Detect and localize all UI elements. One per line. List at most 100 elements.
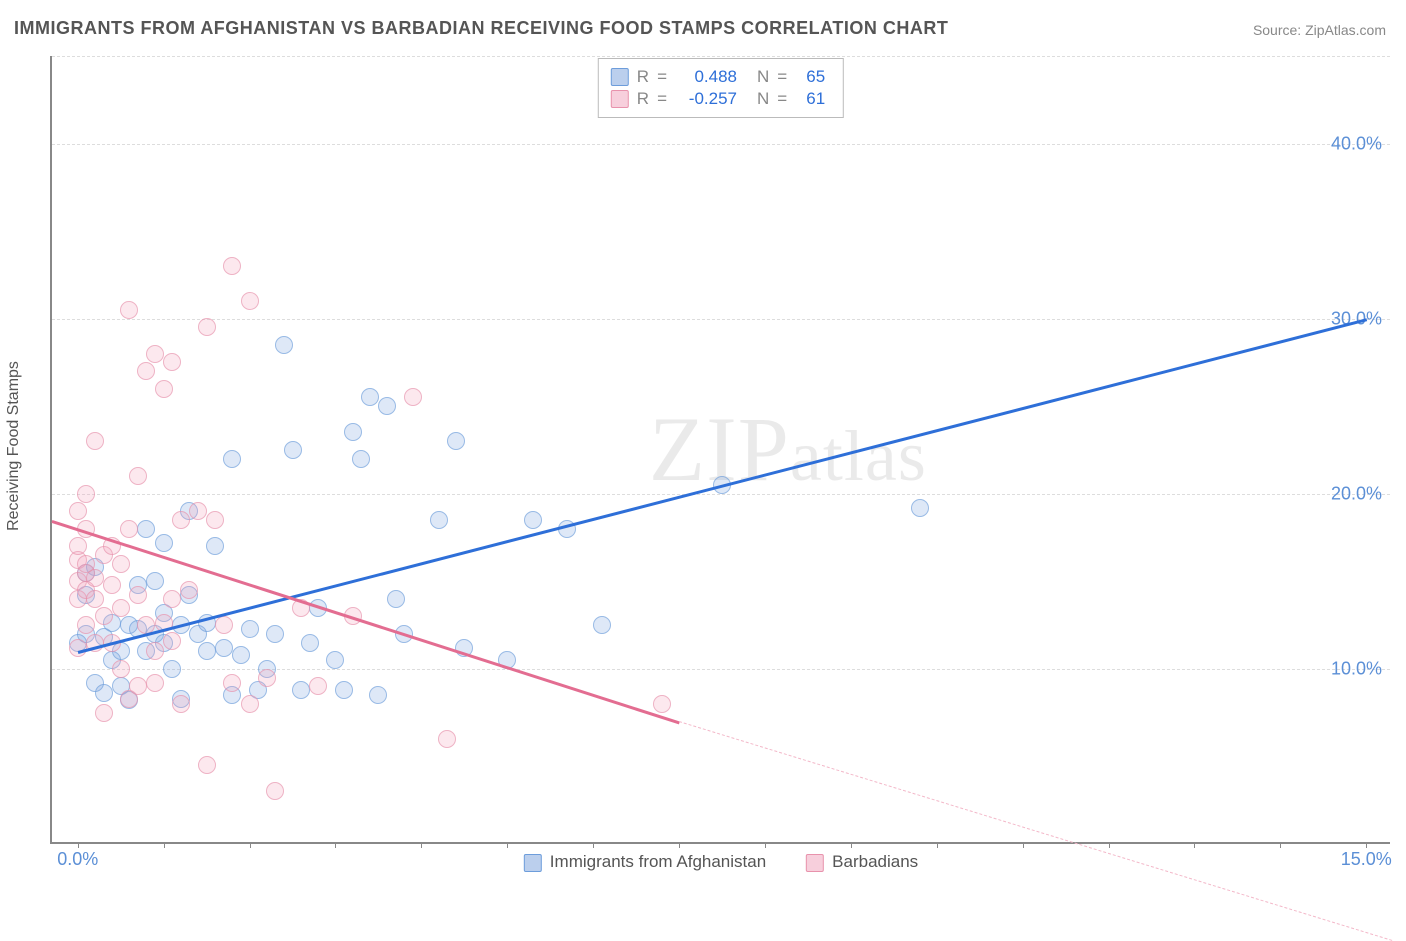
scatter-point (241, 695, 259, 713)
scatter-point (103, 576, 121, 594)
scatter-point (112, 660, 130, 678)
scatter-point (155, 534, 173, 552)
x-tick-mark (1280, 842, 1281, 848)
scatter-point (258, 669, 276, 687)
stats-n-value-2: 61 (795, 89, 825, 109)
stats-row-series1: R = 0.488 N = 65 (611, 67, 825, 87)
legend-swatch-pink (806, 854, 824, 872)
stats-r-label: R (637, 89, 649, 109)
scatter-point (163, 353, 181, 371)
x-tick-mark (1366, 842, 1367, 848)
scatter-point (77, 616, 95, 634)
source-link[interactable]: ZipAtlas.com (1305, 22, 1386, 38)
scatter-point (86, 569, 104, 587)
scatter-point (146, 642, 164, 660)
scatter-point (172, 695, 190, 713)
scatter-point (198, 756, 216, 774)
scatter-point (69, 502, 87, 520)
scatter-point (241, 292, 259, 310)
chart-title: IMMIGRANTS FROM AFGHANISTAN VS BARBADIAN… (14, 18, 948, 39)
scatter-point (292, 681, 310, 699)
stats-n-label: N (757, 89, 769, 109)
scatter-point (524, 511, 542, 529)
scatter-point (344, 423, 362, 441)
scatter-point (146, 572, 164, 590)
chart-container: IMMIGRANTS FROM AFGHANISTAN VS BARBADIAN… (0, 0, 1406, 892)
scatter-point (438, 730, 456, 748)
scatter-point (335, 681, 353, 699)
regression-line (77, 319, 1366, 654)
scatter-point (86, 432, 104, 450)
scatter-point (378, 397, 396, 415)
scatter-point (163, 632, 181, 650)
scatter-point (112, 555, 130, 573)
scatter-point (163, 590, 181, 608)
x-tick-label: 0.0% (57, 849, 98, 870)
scatter-point (198, 318, 216, 336)
legend: Immigrants from Afghanistan Barbadians (524, 852, 918, 872)
scatter-point (911, 499, 929, 517)
x-tick-label: 15.0% (1341, 849, 1392, 870)
y-tick-label: 40.0% (1331, 133, 1382, 154)
gridline (52, 144, 1390, 145)
stats-n-value-1: 65 (795, 67, 825, 87)
gridline (52, 669, 1390, 670)
x-tick-mark (78, 842, 79, 848)
scatter-point (653, 695, 671, 713)
x-tick-mark (1109, 842, 1110, 848)
scatter-point (137, 520, 155, 538)
source-attribution: Source: ZipAtlas.com (1253, 22, 1386, 38)
scatter-point (95, 684, 113, 702)
x-tick-mark (1023, 842, 1024, 848)
stats-eq: = (657, 67, 667, 87)
scatter-point (275, 336, 293, 354)
scatter-point (146, 674, 164, 692)
scatter-point (369, 686, 387, 704)
scatter-point (447, 432, 465, 450)
scatter-point (112, 599, 130, 617)
gridline (52, 56, 1390, 57)
scatter-point (266, 625, 284, 643)
gridline (52, 319, 1390, 320)
plot-area: ZIPatlas R = 0.488 N = 65 R = -0.257 N =… (50, 56, 1390, 844)
scatter-point (69, 639, 87, 657)
x-tick-mark (335, 842, 336, 848)
stats-eq: = (777, 67, 787, 87)
stats-n-label: N (757, 67, 769, 87)
scatter-point (129, 677, 147, 695)
legend-swatch-blue (524, 854, 542, 872)
source-prefix: Source: (1253, 22, 1305, 38)
legend-item-2: Barbadians (806, 852, 918, 872)
legend-label-2: Barbadians (832, 852, 918, 871)
x-tick-mark (1194, 842, 1195, 848)
scatter-point (129, 586, 147, 604)
scatter-point (404, 388, 422, 406)
scatter-point (387, 590, 405, 608)
x-tick-mark (507, 842, 508, 848)
scatter-point (223, 450, 241, 468)
scatter-point (223, 674, 241, 692)
scatter-point (241, 620, 259, 638)
watermark: ZIPatlas (649, 396, 927, 502)
stats-swatch-blue (611, 68, 629, 86)
scatter-point (95, 607, 113, 625)
y-tick-label: 20.0% (1331, 483, 1382, 504)
scatter-point (301, 634, 319, 652)
x-tick-mark (593, 842, 594, 848)
scatter-point (120, 301, 138, 319)
y-tick-label: 10.0% (1331, 658, 1382, 679)
scatter-point (137, 362, 155, 380)
stats-eq: = (657, 89, 667, 109)
scatter-point (189, 502, 207, 520)
stats-r-label: R (637, 67, 649, 87)
scatter-point (206, 537, 224, 555)
scatter-point (430, 511, 448, 529)
x-tick-mark (250, 842, 251, 848)
x-tick-mark (421, 842, 422, 848)
scatter-point (146, 345, 164, 363)
x-tick-mark (937, 842, 938, 848)
scatter-point (198, 642, 216, 660)
scatter-point (155, 380, 173, 398)
x-tick-mark (679, 842, 680, 848)
scatter-point (326, 651, 344, 669)
